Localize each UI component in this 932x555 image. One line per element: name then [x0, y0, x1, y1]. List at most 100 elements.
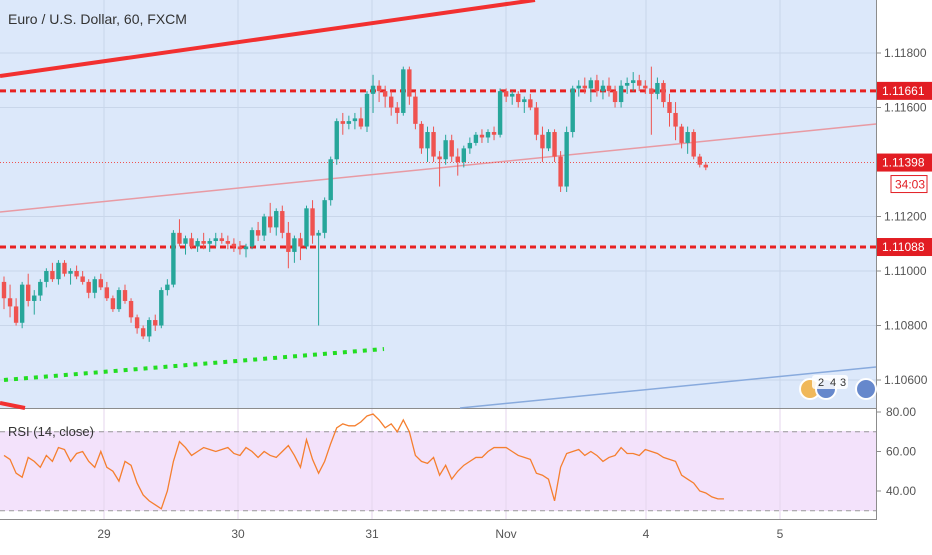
candle-up	[243, 246, 249, 250]
candle-up	[443, 140, 448, 160]
y-tick-label: 1.11600	[884, 101, 927, 115]
candle-up	[328, 159, 333, 201]
candle-down	[134, 317, 140, 329]
candle-up	[546, 132, 551, 149]
y-tick-label: 1.11200	[884, 210, 927, 224]
x-tick-label: 5	[777, 527, 784, 541]
candle-up	[570, 88, 575, 133]
candle-up	[576, 85, 581, 89]
candle-up	[522, 99, 527, 103]
grid-layer	[0, 0, 876, 519]
candle-up	[467, 142, 473, 149]
candle-down	[534, 107, 539, 135]
candle-down	[189, 238, 194, 247]
candles-layer	[1, 66, 708, 342]
countdown-text: 34:03	[895, 178, 925, 192]
candle-up	[159, 290, 164, 326]
candle-down	[231, 243, 237, 247]
candle-down	[225, 241, 231, 244]
candle-up	[485, 132, 491, 138]
candle-up	[249, 230, 255, 247]
y-tick-label: 1.10800	[884, 319, 928, 333]
candle-down	[661, 82, 666, 103]
candle-down	[177, 232, 182, 244]
candle-down	[479, 134, 485, 138]
economic-events-icons[interactable]: 2 4 3	[799, 375, 877, 400]
candle-down	[7, 298, 13, 307]
candle-down	[612, 91, 618, 103]
candle-down	[449, 140, 454, 157]
candle-down	[74, 271, 79, 277]
x-tick-label: 29	[97, 527, 111, 541]
candle-up	[183, 238, 188, 244]
candle-up	[497, 91, 503, 135]
candle-up	[631, 80, 636, 83]
event-count-badge[interactable]	[812, 375, 848, 389]
candle-down	[128, 300, 134, 318]
candle-down	[413, 96, 418, 124]
candle-up	[624, 82, 630, 86]
candle-up	[171, 232, 176, 285]
candle-up	[425, 132, 430, 149]
candle-up	[334, 121, 339, 160]
rsi-label: RSI (14, close)	[8, 424, 94, 439]
candle-down	[110, 298, 116, 310]
candle-up	[352, 118, 358, 122]
level-price-tag	[877, 238, 932, 257]
candle-down	[382, 91, 388, 97]
level-price-text: 1.11088	[882, 240, 925, 254]
candle-down	[310, 208, 315, 236]
support-dotted-line	[3, 347, 385, 382]
candle-down	[540, 134, 545, 149]
rsi-line	[3, 413, 724, 510]
candle-down	[643, 85, 648, 89]
candle-down	[606, 85, 612, 92]
candle-up	[213, 238, 218, 242]
candle-up	[316, 232, 321, 236]
last-price-text: 1.11398	[882, 156, 925, 170]
levels-layer	[0, 89, 876, 249]
candle-up	[510, 93, 515, 97]
event-count-text: 4	[830, 377, 836, 389]
candle-down	[62, 262, 67, 274]
candle-down	[552, 132, 557, 157]
candle-down	[649, 88, 654, 94]
candle-down	[395, 107, 400, 113]
candle-down	[376, 85, 382, 92]
candle-up	[364, 93, 370, 127]
candle-down	[104, 287, 110, 299]
event-flag-icon[interactable]	[855, 378, 877, 400]
drawings-layer	[0, 0, 877, 410]
rsi-tick-label: 60.00	[886, 445, 916, 459]
candle-down	[153, 320, 158, 326]
last-price-tag	[877, 153, 932, 172]
candle-down	[455, 156, 460, 162]
candle-up	[292, 238, 297, 252]
candle-up	[588, 80, 594, 89]
candle-up	[56, 262, 61, 280]
candle-up	[32, 295, 37, 301]
candle-up	[68, 271, 73, 274]
candle-up	[473, 134, 479, 143]
candle-down	[280, 211, 285, 233]
candle-down	[140, 328, 146, 337]
candle-up	[116, 290, 122, 310]
candle-down	[582, 85, 587, 89]
candle-up	[564, 132, 569, 187]
candle-down	[237, 246, 243, 250]
chart-title: Euro / U.S. Dollar, 60, FXCM	[8, 11, 187, 27]
candle-down	[594, 80, 600, 92]
candle-down	[528, 99, 533, 108]
candle-down	[340, 121, 345, 124]
candle-up	[19, 284, 25, 323]
candle-down	[80, 276, 85, 282]
candle-down	[491, 132, 497, 135]
candle-down	[201, 241, 206, 244]
candle-up	[207, 241, 212, 244]
candle-up	[618, 85, 624, 103]
y-tick-label: 1.11000	[884, 264, 927, 278]
candle-down	[407, 69, 412, 97]
candle-down	[298, 238, 303, 247]
candle-down	[697, 156, 702, 165]
candle-down	[219, 238, 224, 242]
